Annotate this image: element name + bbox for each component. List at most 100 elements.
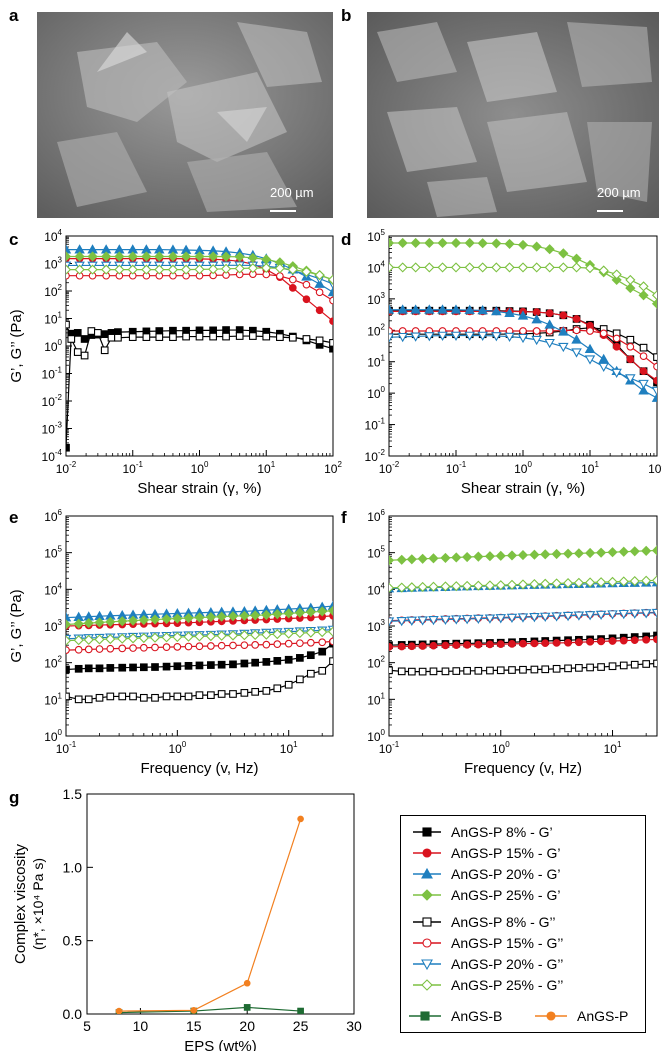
data-point bbox=[441, 641, 450, 650]
legend-item: AnGS-P 25% - G’ bbox=[413, 887, 560, 903]
data-point bbox=[626, 342, 635, 351]
data-point bbox=[397, 304, 408, 314]
series-f-6 bbox=[389, 545, 657, 566]
data-point bbox=[283, 608, 294, 619]
data-point bbox=[127, 633, 139, 644]
data-point bbox=[551, 612, 562, 622]
data-point bbox=[318, 666, 327, 675]
x-tick-label: 100 bbox=[191, 460, 209, 476]
data-point bbox=[195, 661, 204, 670]
data-point bbox=[506, 613, 518, 624]
data-point bbox=[66, 665, 70, 674]
y-tick-label: 10-2 bbox=[42, 393, 63, 409]
panel-letter-f: f bbox=[341, 508, 347, 527]
data-point bbox=[477, 238, 488, 249]
data-point bbox=[389, 555, 395, 566]
data-point bbox=[284, 639, 293, 648]
legend-label: AnGS-P 8% - G’’ bbox=[451, 914, 556, 930]
legend-item: AnGS-P bbox=[535, 1008, 628, 1024]
data-point bbox=[397, 237, 408, 249]
data-point bbox=[329, 296, 333, 305]
data-point bbox=[558, 326, 569, 336]
data-point bbox=[173, 662, 182, 671]
data-point bbox=[229, 660, 237, 669]
data-point bbox=[234, 251, 245, 262]
data-point bbox=[584, 611, 596, 621]
y-tick-label: 1.0 bbox=[63, 859, 83, 875]
x-axis-label: Frequency (v, Hz) bbox=[464, 760, 582, 777]
data-point bbox=[127, 264, 138, 275]
data-point bbox=[638, 290, 649, 301]
data-point bbox=[74, 645, 83, 654]
data-point bbox=[496, 640, 505, 648]
data-point bbox=[73, 348, 82, 356]
data-point bbox=[117, 633, 128, 644]
data-point bbox=[474, 666, 483, 675]
data-point bbox=[389, 643, 393, 651]
data-point bbox=[572, 326, 581, 335]
data-point bbox=[607, 610, 618, 620]
x-axis-label: Shear strain (γ, %) bbox=[137, 480, 261, 497]
legend-label: AnGS-P 15% - G’ bbox=[451, 845, 560, 861]
data-point bbox=[517, 262, 529, 273]
data-point bbox=[598, 362, 609, 372]
data-point bbox=[262, 658, 271, 666]
data-point bbox=[261, 262, 272, 274]
data-point bbox=[276, 272, 284, 280]
data-point bbox=[239, 630, 250, 641]
data-point bbox=[184, 692, 193, 701]
data-point bbox=[287, 264, 298, 275]
y-tick-label: 101 bbox=[44, 691, 62, 707]
data-point bbox=[139, 693, 148, 702]
data-point bbox=[66, 646, 70, 654]
data-point bbox=[544, 338, 555, 349]
data-point bbox=[599, 329, 608, 338]
data-point bbox=[540, 549, 551, 560]
data-point bbox=[611, 368, 622, 379]
data-point bbox=[318, 638, 327, 647]
data-point bbox=[66, 264, 72, 275]
data-point bbox=[100, 330, 109, 338]
data-point bbox=[105, 616, 116, 627]
y-tick-label: 0.0 bbox=[63, 1006, 83, 1022]
data-point bbox=[106, 664, 115, 672]
data-point bbox=[529, 549, 540, 560]
data-point bbox=[240, 689, 249, 697]
y-tick-label: 104 bbox=[367, 581, 385, 597]
data-point bbox=[172, 631, 183, 643]
data-point bbox=[317, 606, 328, 617]
data-point bbox=[73, 329, 82, 337]
data-point bbox=[530, 639, 539, 648]
data-point bbox=[251, 658, 260, 667]
data-point bbox=[262, 687, 271, 695]
data-point bbox=[306, 669, 315, 678]
data-point bbox=[486, 640, 494, 649]
data-point bbox=[544, 262, 555, 273]
data-point bbox=[651, 386, 657, 397]
data-point bbox=[424, 304, 435, 314]
data-point bbox=[595, 610, 607, 620]
series-c-6 bbox=[66, 251, 333, 286]
data-point bbox=[100, 346, 109, 355]
data-point bbox=[222, 326, 230, 334]
x-tick-label: 101 bbox=[581, 460, 599, 476]
series-e-1 bbox=[66, 657, 333, 704]
x-tick-label: 100 bbox=[168, 740, 186, 756]
data-point bbox=[558, 248, 569, 259]
data-point bbox=[640, 609, 652, 619]
x-tick-label: 10 bbox=[133, 1018, 149, 1034]
data-point bbox=[129, 644, 137, 652]
data-point bbox=[149, 614, 161, 625]
data-point bbox=[205, 612, 216, 623]
data-point bbox=[273, 640, 282, 648]
legend-label: AnGS-P 15% - G’’ bbox=[451, 935, 563, 951]
series-c-7 bbox=[66, 262, 333, 285]
data-point bbox=[653, 631, 657, 640]
data-point bbox=[452, 667, 461, 675]
data-point bbox=[584, 343, 596, 354]
data-point bbox=[94, 617, 105, 628]
data-point bbox=[406, 616, 418, 626]
data-point bbox=[273, 684, 282, 693]
data-point bbox=[607, 547, 618, 558]
data-point bbox=[410, 332, 421, 342]
